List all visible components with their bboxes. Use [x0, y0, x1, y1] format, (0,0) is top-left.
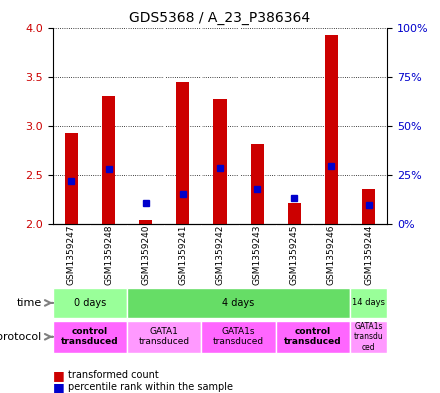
Bar: [288, 203, 301, 224]
Text: protocol: protocol: [0, 332, 42, 342]
Title: GDS5368 / A_23_P386364: GDS5368 / A_23_P386364: [129, 11, 311, 25]
Text: percentile rank within the sample: percentile rank within the sample: [68, 382, 233, 392]
Text: GATA1s
transduced: GATA1s transduced: [213, 327, 264, 347]
Text: GSM1359240: GSM1359240: [141, 225, 150, 285]
Text: control
transduced: control transduced: [284, 327, 342, 347]
FancyBboxPatch shape: [350, 321, 387, 353]
Text: time: time: [16, 298, 42, 308]
Bar: [65, 133, 78, 224]
FancyBboxPatch shape: [53, 321, 127, 353]
Bar: [102, 96, 115, 224]
Text: 4 days: 4 days: [223, 298, 255, 308]
Text: GSM1359242: GSM1359242: [216, 225, 224, 285]
Text: GSM1359241: GSM1359241: [178, 225, 187, 285]
FancyBboxPatch shape: [276, 321, 350, 353]
FancyBboxPatch shape: [127, 321, 202, 353]
Bar: [139, 220, 152, 224]
FancyBboxPatch shape: [202, 321, 276, 353]
Text: GSM1359244: GSM1359244: [364, 225, 373, 285]
Bar: [251, 144, 264, 224]
FancyBboxPatch shape: [127, 288, 350, 318]
Text: 14 days: 14 days: [352, 298, 385, 307]
Text: control
transduced: control transduced: [61, 327, 119, 347]
Bar: [176, 82, 189, 224]
Text: GATA1
transduced: GATA1 transduced: [139, 327, 190, 347]
Bar: [325, 35, 338, 224]
Text: ■: ■: [53, 369, 65, 382]
Text: transformed count: transformed count: [68, 370, 159, 380]
Text: ■: ■: [53, 380, 65, 393]
Text: GSM1359248: GSM1359248: [104, 225, 113, 285]
Text: GSM1359243: GSM1359243: [253, 225, 262, 285]
Text: 0 days: 0 days: [74, 298, 106, 308]
Text: GSM1359245: GSM1359245: [290, 225, 299, 285]
Bar: [362, 189, 375, 224]
Text: GATA1s
transdu
ced: GATA1s transdu ced: [354, 322, 384, 352]
FancyBboxPatch shape: [53, 288, 127, 318]
FancyBboxPatch shape: [350, 288, 387, 318]
Text: GSM1359246: GSM1359246: [327, 225, 336, 285]
Text: GSM1359247: GSM1359247: [67, 225, 76, 285]
Bar: [213, 99, 227, 224]
